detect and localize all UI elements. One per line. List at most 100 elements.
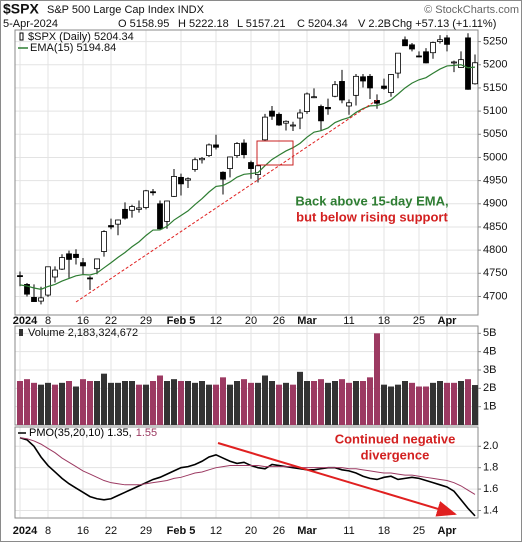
legend-icon bbox=[19, 32, 24, 41]
line bbox=[19, 437, 476, 495]
candle-body bbox=[248, 162, 254, 169]
y-tick-label: 2.0 bbox=[483, 440, 498, 452]
candle-body bbox=[227, 156, 233, 169]
x-tick-label: 18 bbox=[378, 525, 390, 537]
volume-bar bbox=[171, 379, 177, 425]
candle-body bbox=[157, 203, 163, 230]
candle-body bbox=[73, 253, 79, 258]
volume-bar bbox=[108, 382, 114, 425]
x-tick-label: 11 bbox=[343, 525, 354, 537]
candle-body bbox=[94, 258, 100, 270]
volume-bar bbox=[248, 382, 254, 425]
candle-body bbox=[388, 74, 394, 93]
highlight-box bbox=[256, 140, 294, 166]
y-tick-label: 4700 bbox=[483, 290, 507, 302]
legend: PMO(35,20,10) 1.35, 1.55 bbox=[29, 427, 157, 439]
volume-bar bbox=[360, 381, 366, 425]
divergence-arrow bbox=[217, 442, 457, 517]
x-tick-label: Feb 5 bbox=[167, 315, 196, 327]
volume-bar bbox=[185, 381, 191, 425]
volume-bar bbox=[115, 382, 121, 425]
candle-body bbox=[213, 144, 219, 148]
candle-body bbox=[192, 159, 198, 170]
x-tick-label: 20 bbox=[245, 525, 257, 537]
volume-bar bbox=[255, 382, 261, 425]
candle-body bbox=[409, 44, 415, 50]
x-tick-label: 8 bbox=[45, 525, 51, 537]
volume-bar bbox=[276, 384, 282, 425]
annotation: but below rising support bbox=[296, 209, 448, 224]
candle-body bbox=[185, 178, 191, 181]
y-tick-label: 4800 bbox=[483, 244, 507, 256]
x-tick-label: 25 bbox=[413, 315, 425, 327]
candle-body bbox=[325, 106, 331, 110]
volume-bar bbox=[241, 379, 247, 425]
candle-body bbox=[276, 113, 282, 126]
volume-bar bbox=[178, 381, 184, 425]
candle-body bbox=[31, 296, 37, 302]
volume-bar bbox=[332, 381, 338, 425]
candle-body bbox=[360, 76, 366, 82]
candle-body bbox=[129, 206, 135, 211]
volume-bar bbox=[304, 381, 310, 425]
y-tick-label: 4B bbox=[483, 346, 496, 358]
candle-body bbox=[458, 59, 464, 68]
x-tick-label: 22 bbox=[105, 525, 117, 537]
volume-bar bbox=[395, 384, 401, 425]
y-tick-label: 3B bbox=[483, 364, 496, 376]
volume-bar bbox=[45, 382, 51, 425]
volume-bar bbox=[24, 379, 30, 425]
legend-label: 1.55 bbox=[136, 427, 157, 439]
line bbox=[19, 436, 476, 517]
candle-body bbox=[38, 297, 44, 302]
volume-bar bbox=[101, 373, 107, 425]
candle-body bbox=[416, 55, 422, 58]
candle-body bbox=[318, 106, 324, 122]
volume-bar bbox=[311, 381, 317, 425]
candle-body bbox=[122, 208, 128, 219]
volume-bar bbox=[297, 371, 303, 425]
y-tick-label: 1.8 bbox=[483, 462, 498, 474]
volume-bar bbox=[325, 382, 331, 425]
candle-body bbox=[437, 39, 443, 42]
candle-body bbox=[143, 190, 149, 208]
candle-body bbox=[52, 269, 58, 278]
line bbox=[19, 64, 476, 290]
volume-bar bbox=[17, 381, 23, 425]
x-tick-label: 20 bbox=[245, 315, 257, 327]
candle-body bbox=[332, 84, 338, 97]
volume-bar bbox=[290, 384, 296, 425]
legend-label: Volume 2,183,324,672 bbox=[28, 327, 138, 339]
candle-body bbox=[101, 231, 107, 252]
x-tick-label: 16 bbox=[77, 525, 89, 537]
candle-body bbox=[367, 75, 373, 89]
volume-bar bbox=[423, 386, 429, 425]
legend-label: PMO(35,20,10) 1.35, bbox=[29, 427, 132, 439]
candle-body bbox=[66, 253, 72, 260]
y-tick-label: 5150 bbox=[483, 82, 507, 94]
volume-bar bbox=[346, 382, 352, 425]
y-tick-label: 4900 bbox=[483, 198, 507, 210]
x-tick-label: 26 bbox=[273, 315, 285, 327]
quote-volume: V 2.2B bbox=[358, 18, 391, 30]
support-line bbox=[75, 99, 378, 303]
x-tick-label: 26 bbox=[273, 525, 285, 537]
y-tick-label: 1.6 bbox=[483, 483, 498, 495]
y-tick-label: 4850 bbox=[483, 221, 507, 233]
y-tick-label: 4750 bbox=[483, 267, 507, 279]
volume-bar bbox=[94, 381, 100, 425]
volume-bar bbox=[339, 379, 345, 425]
volume-bar bbox=[52, 384, 58, 425]
candle-body bbox=[108, 225, 114, 228]
candle-body bbox=[45, 266, 51, 296]
panel-frame bbox=[14, 426, 479, 519]
candle-body bbox=[402, 39, 408, 47]
volume-bar bbox=[157, 375, 163, 425]
candle-body bbox=[17, 275, 23, 278]
symbol: $SPX bbox=[3, 1, 39, 17]
quote-low: L 5157.21 bbox=[237, 18, 286, 30]
volume-bar bbox=[367, 377, 373, 425]
x-tick-label: 12 bbox=[210, 315, 222, 327]
volume-bar bbox=[164, 381, 170, 425]
